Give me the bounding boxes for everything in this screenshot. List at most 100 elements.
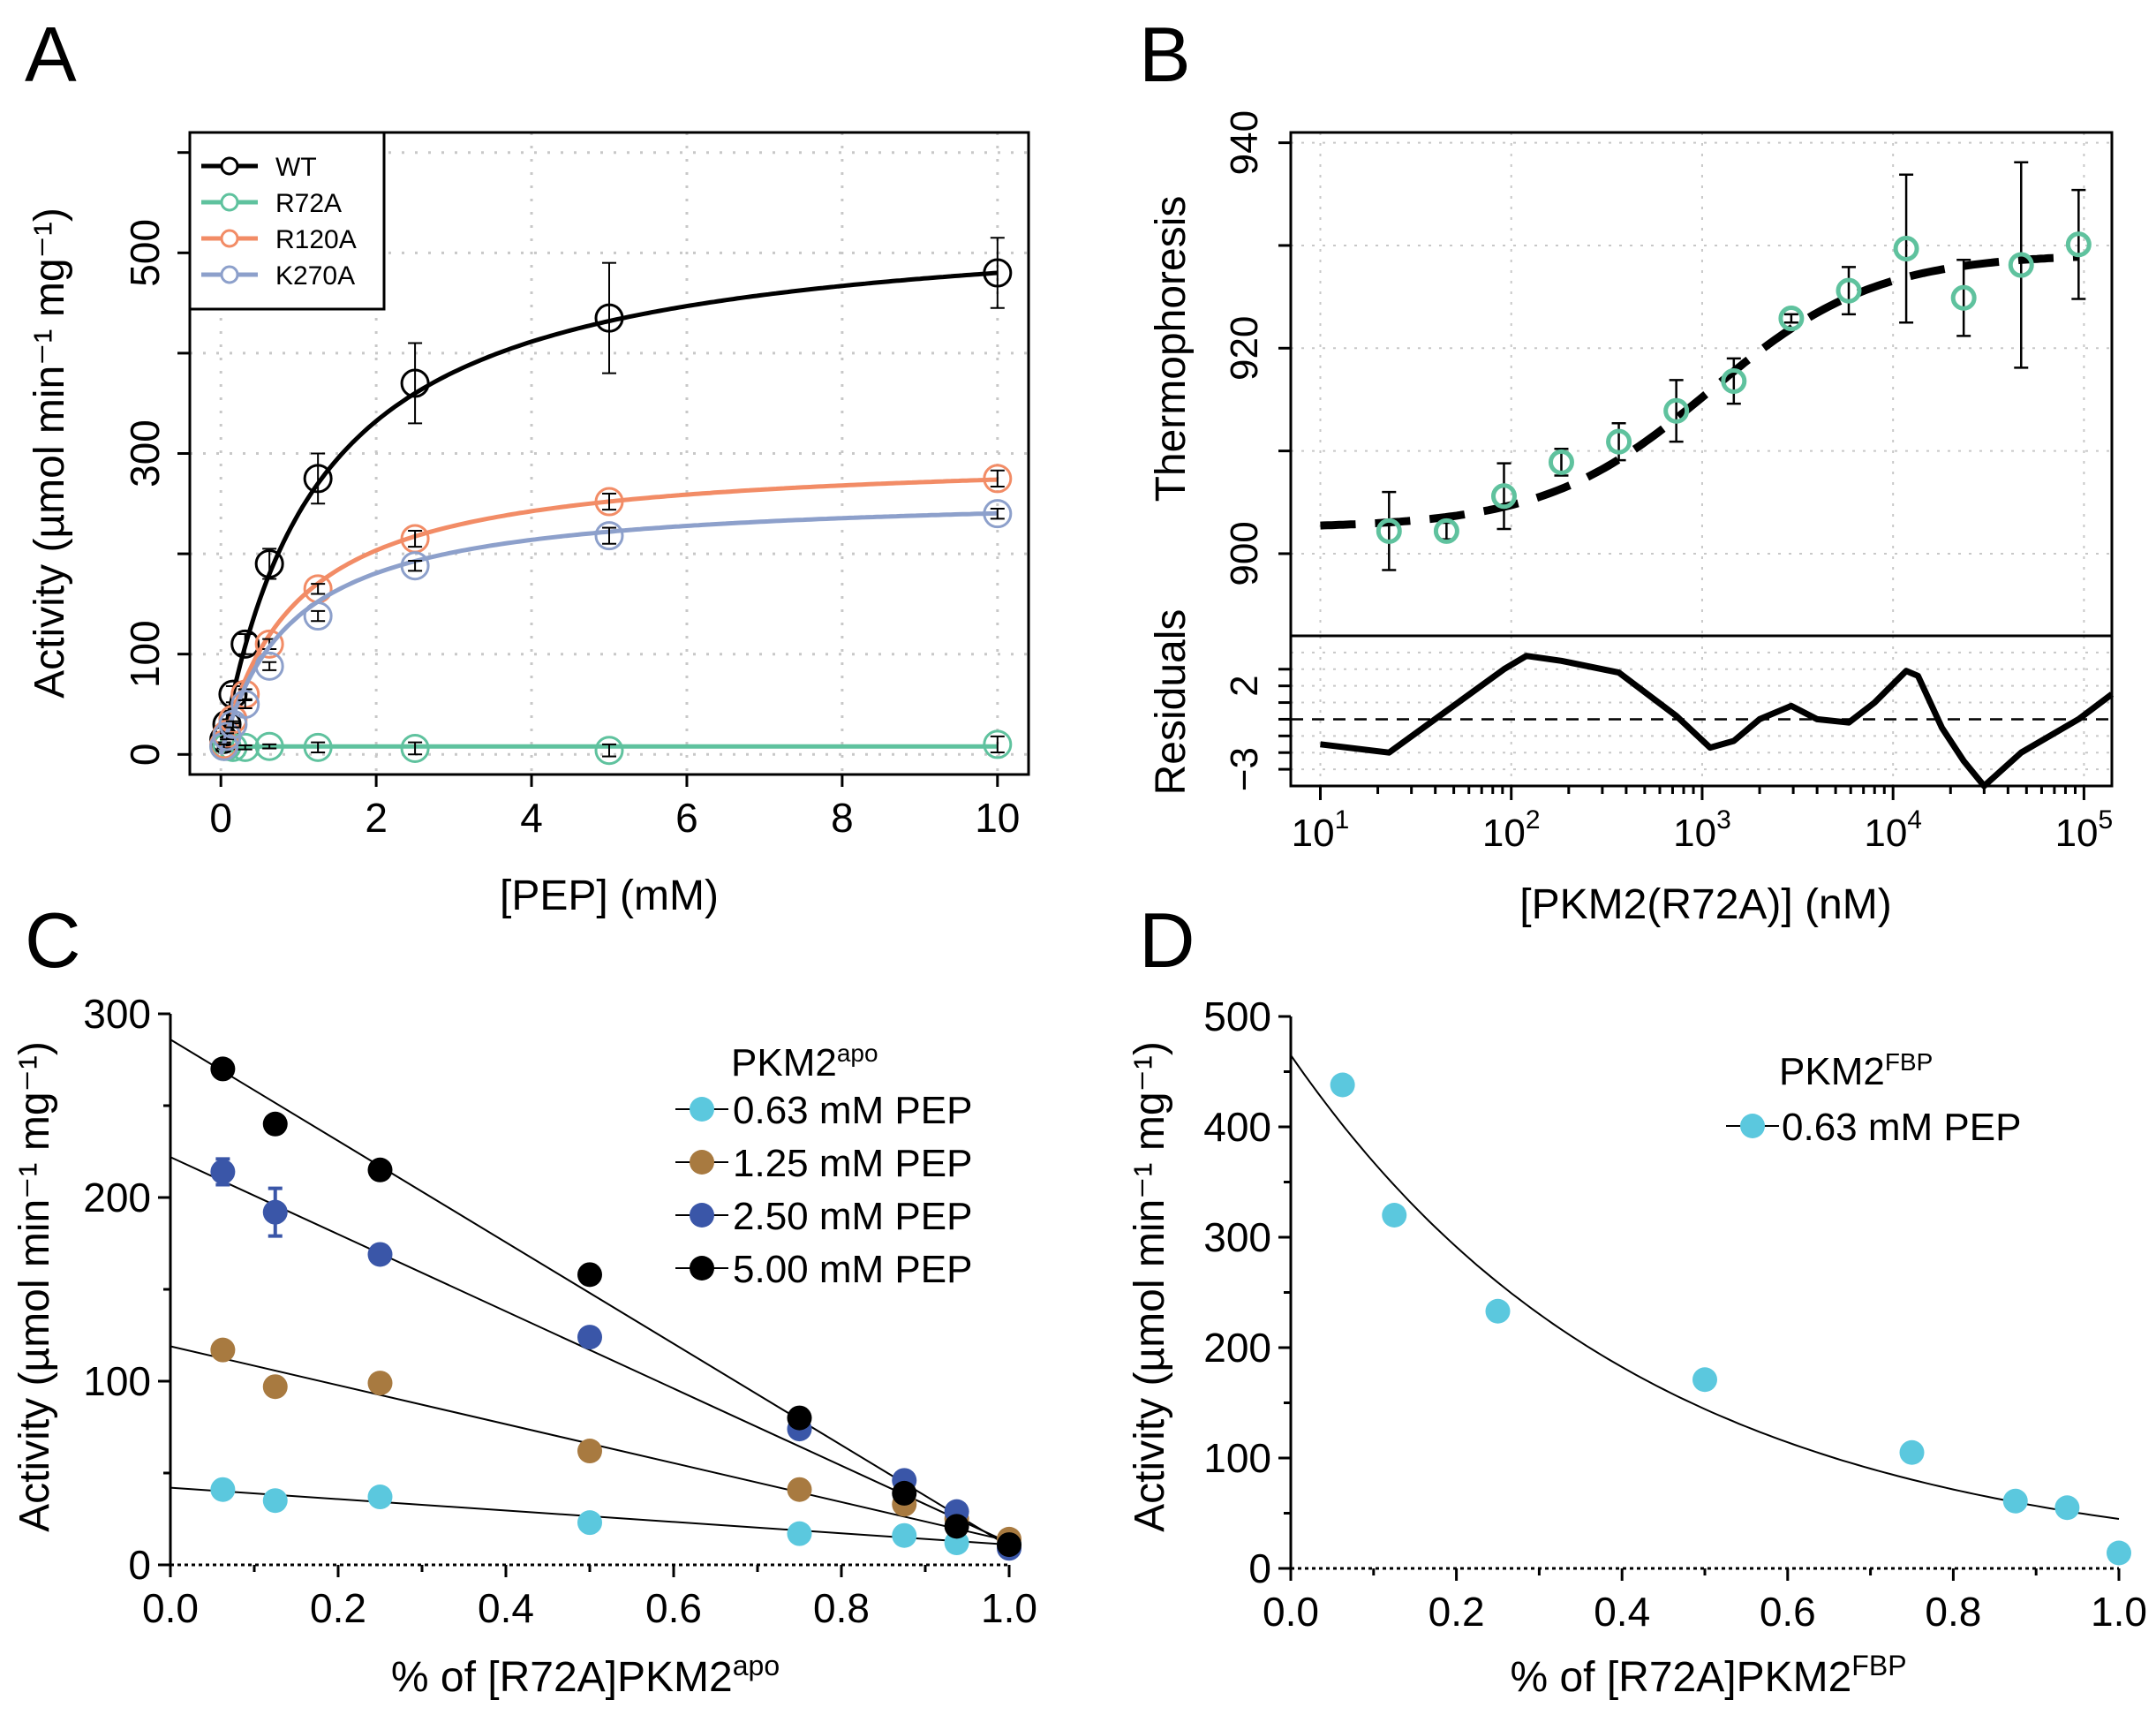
y-tick-label: 300: [83, 991, 151, 1037]
legend-marker-5.00 mM PEP: [690, 1256, 714, 1281]
panel-b-residuals-axis-title: Residuals: [1148, 609, 1195, 796]
x-tick-label-base: 10: [2055, 812, 2099, 855]
data-point-K270A: [303, 601, 333, 631]
data-point-K270A: [983, 499, 1013, 529]
data-point: [1836, 277, 1862, 304]
panel-c: C 0.0 0.2 0.4 0.6 0.8 1.0 0 100 200 300 % of [R72…: [11, 896, 1037, 1701]
y-tick-label: 400: [1203, 1104, 1271, 1150]
y-tick-label: 0: [1248, 1545, 1271, 1591]
x-tick-label: 101: [1292, 805, 1350, 855]
panel-d-x-axis-title: % of [R72A]PKM2FBP: [1510, 1650, 1906, 1701]
panel-a-label: A: [25, 11, 77, 98]
fit-curve-R120A: [218, 477, 998, 755]
data-point-0.63 mM PEP: [892, 1522, 917, 1548]
panel-b-plot-area: [1291, 161, 2115, 790]
x-tick-label-base: 10: [1482, 812, 1526, 855]
data-point-WT: [303, 464, 333, 494]
data-point: [1893, 235, 1919, 261]
data-point-R72A: [400, 733, 430, 763]
data-point-WT: [254, 548, 284, 578]
x-tick-label: 104: [1864, 805, 1922, 855]
x-tick-label-exponent: 1: [1335, 805, 1350, 835]
fit-line-5.00 mM PEP: [170, 1039, 1010, 1548]
panel-d: D 0.0 0.2 0.4 0.6 0.8 1.0 0 100 200 300 400 500 % o…: [1127, 896, 2147, 1701]
panel-a-plot-area: [209, 237, 1013, 766]
data-point-1.25 mM PEP: [577, 1439, 602, 1464]
panel-c-x-axis-title: % of [R72A]PKM2apo: [391, 1650, 780, 1701]
legend-label: 0.63 mM PEP: [1782, 1106, 2021, 1149]
y-tick-label: 300: [122, 419, 168, 487]
panel-c-x-axis-title-main: % of [R72A]PKM2: [391, 1654, 733, 1701]
y-tick-label: 300: [1203, 1214, 1271, 1260]
y-tick-label: 900: [1223, 521, 1266, 586]
fit-curve: [1290, 1054, 2120, 1520]
x-tick-label: 1.0: [2091, 1589, 2147, 1635]
legend-marker: [1740, 1114, 1765, 1138]
data-point-5.00 mM PEP: [577, 1262, 602, 1288]
x-tick-label: 105: [2055, 805, 2114, 855]
data-point-2.50 mM PEP: [367, 1242, 393, 1267]
y-tick-label: 200: [83, 1175, 151, 1220]
panel-a-y-axis-title: Activity (µmol min⁻¹ mg⁻¹): [26, 208, 73, 699]
y-tick-label: 100: [122, 620, 168, 688]
residual-curve: [1320, 653, 2115, 790]
panel-c-legend: PKM2apo 0.63 mM PEP 1.25 mM PEP 2.50 mM PEP…: [675, 1039, 972, 1291]
data-point-1.25 mM PEP: [787, 1477, 812, 1502]
legend-title-main: PKM2: [1779, 1050, 1885, 1093]
x-tick-label: 0.8: [813, 1585, 870, 1631]
legend-marker-0.63 mM PEP: [690, 1097, 714, 1122]
data-point-1.25 mM PEP: [210, 1337, 236, 1363]
data-point: [1548, 449, 1574, 475]
x-tick-label: 10: [975, 795, 1020, 841]
legend-label-R120A: R120A: [275, 225, 357, 254]
data-point: [2107, 1540, 2131, 1566]
data-point-1.25 mM PEP: [367, 1371, 393, 1396]
data-point: [1778, 306, 1805, 332]
data-point: [1606, 428, 1632, 455]
data-point-WT: [230, 629, 260, 659]
data-point-0.63 mM PEP: [367, 1485, 393, 1510]
y-tick-label: 0: [128, 1542, 151, 1588]
legend-label-0.63 mM PEP: 0.63 mM PEP: [733, 1089, 972, 1132]
data-point-R72A: [983, 729, 1013, 759]
data-point-K270A: [254, 651, 284, 681]
data-point: [1490, 483, 1517, 510]
data-point: [2002, 1488, 2028, 1514]
panel-d-legend: PKM2FBP 0.63 mM PEP: [1726, 1048, 2021, 1149]
panel-c-y-axis-title: Activity (µmol min⁻¹ mg⁻¹): [11, 1041, 58, 1532]
data-point-R72A: [594, 736, 624, 766]
panel-a-legend: WT R72A R120A K270A: [188, 131, 386, 311]
x-tick-label: 0.0: [1263, 1589, 1319, 1635]
legend-marker-1.25 mM PEP: [690, 1150, 714, 1175]
data-point-R120A: [254, 629, 284, 659]
x-tick-label: 4: [520, 795, 543, 841]
data-point-0.63 mM PEP: [577, 1510, 602, 1536]
data-point: [1382, 1203, 1407, 1228]
legend-label-K270A: K270A: [275, 261, 355, 291]
x-tick-label: 0.6: [1760, 1589, 1816, 1635]
data-point-2.50 mM PEP: [262, 1199, 288, 1225]
x-tick-label-base: 10: [1864, 812, 1907, 855]
data-point-R120A: [983, 464, 1013, 494]
y-tick-label: 100: [83, 1358, 151, 1404]
x-tick-label-exponent: 2: [1526, 805, 1541, 835]
legend-title-sup: apo: [837, 1039, 878, 1067]
x-tick-label: 6: [675, 795, 698, 841]
panel-b-label: B: [1139, 11, 1191, 98]
panel-b-y-axis-title: Thermophoresis: [1148, 196, 1195, 502]
legend-label-1.25 mM PEP: 1.25 mM PEP: [733, 1142, 972, 1185]
data-point-R72A: [303, 732, 333, 762]
data-point-K270A: [400, 551, 430, 581]
x-tick-label: 0.0: [142, 1585, 199, 1631]
legend-label-WT: WT: [275, 153, 317, 182]
y-tick-label: 100: [1203, 1435, 1271, 1481]
panel-b-grid: [1291, 132, 2112, 786]
panel-c-plot-area: [170, 1039, 1021, 1561]
fit-curve: [1320, 253, 2079, 530]
data-point: [1485, 1298, 1511, 1324]
data-point-WT: [594, 303, 624, 333]
panel-b-x-axis-title: [PKM2(R72A)] (nM): [1519, 881, 1891, 928]
x-tick-label-exponent: 5: [2099, 805, 2114, 835]
data-point-K270A: [230, 689, 260, 719]
